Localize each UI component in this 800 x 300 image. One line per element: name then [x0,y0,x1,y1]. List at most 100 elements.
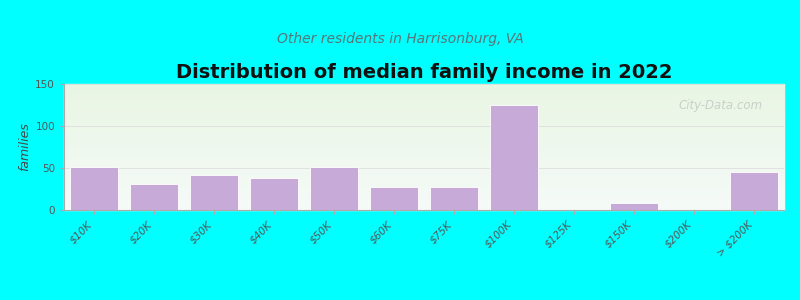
Bar [64,133,784,134]
Bar [64,176,784,177]
Bar [64,128,784,129]
Bar [64,138,784,140]
Bar [64,182,784,184]
Bar [64,195,784,196]
Bar [730,172,778,210]
Bar [64,173,784,175]
Bar [190,175,238,210]
Bar [64,191,784,192]
Bar [64,166,784,167]
Bar [64,99,784,100]
Bar [64,105,784,107]
Bar [64,189,784,190]
Bar [64,172,784,173]
Bar [64,94,784,95]
Bar [64,104,784,105]
Bar [64,205,784,206]
Bar [64,165,784,166]
Bar [430,187,478,210]
Bar [64,162,784,164]
Bar [64,102,784,103]
Bar [64,109,784,110]
Bar [64,148,784,149]
Bar [64,201,784,202]
Bar [64,92,784,93]
Bar [64,112,784,113]
Bar [64,137,784,138]
Bar [64,146,784,147]
Bar [64,170,784,171]
Bar [64,84,784,85]
Bar [64,119,784,121]
Bar [370,187,418,210]
Bar [64,143,784,145]
Bar [64,110,784,112]
Bar [64,206,784,208]
Bar [64,123,784,124]
Bar [64,113,784,114]
Bar [64,93,784,94]
Bar [64,121,784,122]
Bar [64,127,784,128]
Bar [64,208,784,209]
Bar [64,86,784,88]
Bar [64,85,784,86]
Bar [64,184,784,185]
Bar [64,126,784,127]
Bar [64,151,784,152]
Bar [64,118,784,119]
Bar [64,180,784,181]
Bar [64,130,784,132]
Text: Other residents in Harrisonburg, VA: Other residents in Harrisonburg, VA [277,32,523,46]
Bar [64,107,784,108]
Bar [64,202,784,204]
Bar [64,124,784,126]
Bar [64,200,784,201]
Bar [64,175,784,176]
Bar [64,197,784,199]
Bar [64,103,784,104]
Bar [64,194,784,195]
Bar [64,88,784,89]
Bar [310,167,358,210]
Bar [64,149,784,151]
Bar [64,100,784,102]
Bar [64,164,784,165]
Bar [64,157,784,158]
Bar [64,108,784,109]
Bar [64,90,784,92]
Bar [64,177,784,178]
Bar [64,196,784,197]
Bar [64,114,784,116]
Bar [64,167,784,168]
Bar [64,129,784,130]
Bar [130,184,178,210]
Bar [64,132,784,133]
Bar [64,199,784,200]
Bar [64,190,784,191]
Bar [64,209,784,210]
Bar [64,160,784,161]
Bar [70,167,118,210]
Bar [64,181,784,182]
Bar [64,122,784,123]
Bar [64,116,784,117]
Bar [64,154,784,156]
Bar [64,145,784,146]
Bar [64,141,784,142]
Bar [64,134,784,136]
Text: City-Data.com: City-Data.com [678,99,762,112]
Bar [64,140,784,141]
Bar [64,142,784,143]
Bar [64,161,784,162]
Bar [64,97,784,98]
Bar [64,168,784,170]
Bar [64,158,784,160]
Bar [64,185,784,186]
Bar [610,203,658,210]
Bar [64,98,784,99]
Bar [64,192,784,194]
Bar [64,156,784,157]
Bar [64,153,784,154]
Bar [64,136,784,137]
